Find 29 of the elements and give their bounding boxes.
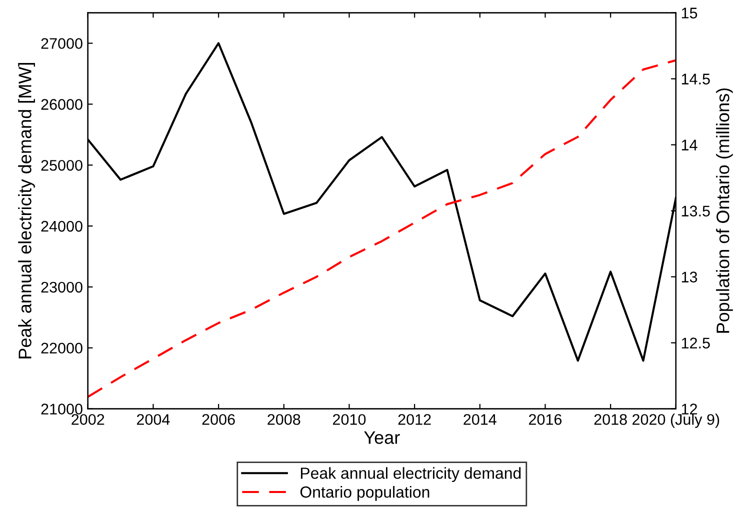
y2-tick-label: 12: [682, 404, 697, 414]
y-tick-label: 25000: [41, 160, 82, 171]
y-tick-label: 27000: [41, 38, 82, 49]
x-tick-label: 2010: [332, 414, 366, 425]
x-tick-label: 2014: [464, 414, 496, 425]
x-tick-label: 2002: [72, 414, 104, 425]
y-tick-label: 21000: [41, 404, 82, 414]
y-axis-title: Peak annual electricity demand [MW]: [18, 63, 35, 358]
y-tick-label: 23000: [41, 282, 82, 293]
y2-tick-label: 15: [682, 8, 698, 18]
x-tick-label: 2012: [398, 414, 431, 425]
x-tick-label: 2020 (July 9): [632, 414, 720, 428]
y-tick-label: 22000: [41, 342, 82, 354]
legend-label: Peak annual electricity demand: [300, 467, 521, 482]
x-axis-title: Year: [364, 431, 400, 444]
y-tick-label: 26000: [41, 99, 82, 110]
y2-tick-label: 14: [682, 140, 698, 150]
y-tick-label: 24000: [41, 220, 82, 232]
y2-axis-title: Population of Ontario (millions): [716, 88, 733, 333]
y2-tick-label: 14.5: [682, 74, 710, 84]
x-tick-label: 2004: [136, 414, 170, 425]
y2-tick-label: 13.5: [682, 206, 710, 216]
x-tick-label: 2016: [529, 414, 562, 425]
y2-tick-label: 12.5: [682, 338, 710, 348]
x-tick-label: 2006: [202, 414, 235, 425]
x-tick-label: 2018: [594, 414, 627, 425]
y2-tick-label: 13: [682, 272, 698, 282]
x-tick-label: 2008: [268, 414, 300, 425]
legend-label: Ontario population: [300, 486, 430, 501]
